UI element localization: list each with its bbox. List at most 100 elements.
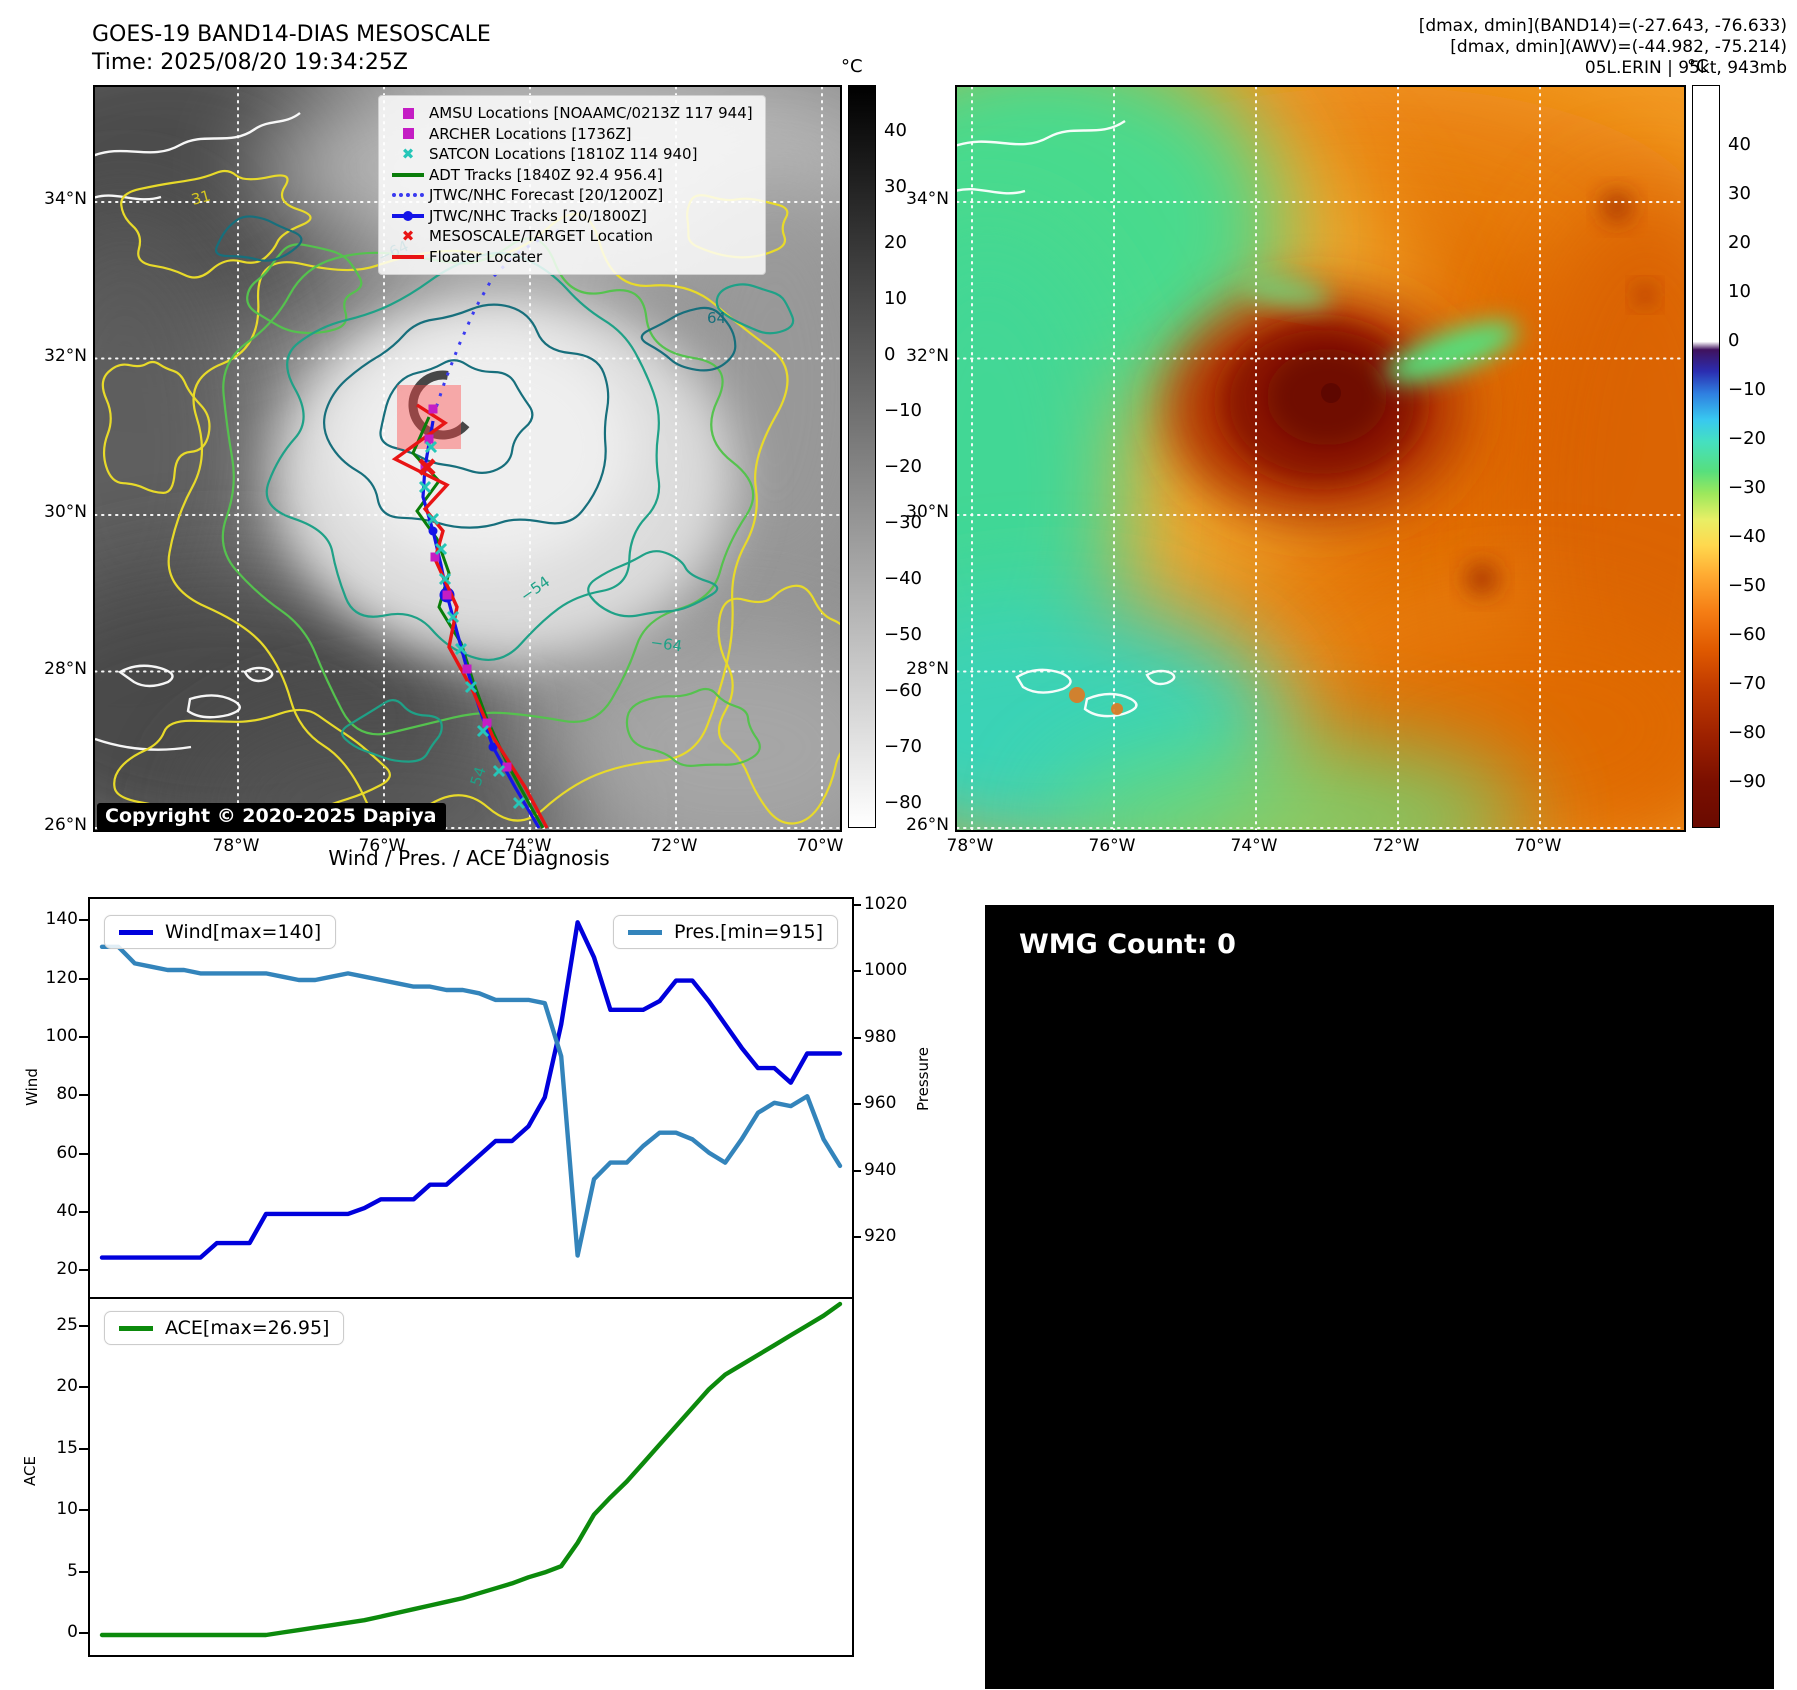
band14-colorbar-tick: 40 [884,120,907,141]
contour-label: 64 [707,309,726,327]
awv-ytick: 28°N [906,658,949,679]
legend-item: ARCHER Locations [1736Z] [387,124,753,145]
awv-colorbar-tick: −40 [1728,526,1766,547]
awv-colorbar-tick: 30 [1728,183,1751,204]
hurricane-eye [1321,383,1341,403]
copyright-badge: Copyright © 2020-2025 Dapiya [97,803,447,830]
wmg-count-badge: WMG Count: 0 [1001,923,1254,966]
contour-label: 31 [189,187,212,209]
legend-marker-dotted [387,193,429,198]
legend-label: ADT Tracks [1840Z 92.4 956.4] [429,165,663,184]
band14-colorbar-tick: −30 [884,512,922,533]
band14-ytick: 28°N [44,658,87,679]
pressure-axis-label: Pressure [914,1046,932,1112]
wind-tickmark [79,1210,88,1213]
satcon-marker [424,440,438,454]
amsu-archer-marker [428,404,438,414]
legend-item: ADT Tracks [1840Z 92.4 956.4] [387,165,753,186]
wind-ytick: 40 [56,1200,78,1221]
series-Wind[max=140] [99,920,843,1260]
awv-xtick: 72°W [1372,836,1420,856]
legend-item: ✖ MESOSCALE/TARGET Location [387,226,753,247]
ace-ytick: 0 [67,1621,78,1642]
wind-ytick: 100 [45,1025,78,1046]
jtwc-fix-dot [488,742,498,752]
band14-colorbar-tick: −10 [884,400,922,421]
header-right: [dmax, dmin](BAND14)=(-27.643, -76.633) … [1419,16,1787,79]
amsu-archer-marker [424,434,434,444]
legend-item: ✖ SATCON Locations [1810Z 114 940] [387,144,753,165]
wind-ytick: 120 [45,967,78,988]
band14-ytick: 34°N [44,189,87,209]
ace-legend-swatch [119,1325,153,1331]
satcon-marker [512,796,526,810]
pressure-ytick: 940 [864,1159,897,1180]
series-ACE[max=26.95] [99,1301,843,1638]
band14-colorbar-tick: 10 [884,288,907,309]
legend-marker-line [387,172,429,177]
awv-colorbar-tick: 10 [1728,281,1751,302]
wind-tickmark [79,1094,88,1097]
band14-colorbar-tick: −20 [884,456,922,477]
legend-label: AMSU Locations [NOAAMC/0213Z 117 944] [429,104,753,122]
wind-legend-label: Wind[max=140] [165,921,322,943]
awv-colorbar-tick: −90 [1728,771,1766,792]
legend-marker-line [387,254,429,259]
wind-ytick: 140 [45,909,78,930]
legend-label: Floater Locater [429,247,543,266]
band14-colorbar-tick: −70 [884,736,922,757]
ace-tickmark [79,1386,88,1389]
legend-label: SATCON Locations [1810Z 114 940] [429,145,698,163]
contour-label: 54 [467,765,490,789]
pressure-tickmark [852,1036,861,1039]
contour-line [120,169,312,279]
awv-map [955,85,1686,832]
band14-colorbar-tick: −60 [884,680,922,701]
ace-chart: ACE[max=26.95] [88,1297,854,1657]
contour-line [715,283,795,335]
pressure-tickmark [852,903,861,906]
storm-id-intensity: 05L.ERIN | 95kt, 943mb [1584,58,1787,78]
band14-colorbar-unit: °C [841,56,863,77]
legend-line-swatch [392,254,424,259]
legend-square-swatch [402,107,414,119]
legend-marker-square [387,107,429,119]
contour-line [246,243,363,335]
series-Pres.[min=915] [99,944,843,1258]
contour-line [717,584,840,825]
wmg-panel: WMG Count: 0 [985,905,1774,1689]
awv-xtick: 74°W [1230,836,1278,856]
satcon-marker [464,680,478,694]
awv-map-canvas [957,87,1684,830]
band14-xtick: 70°W [796,836,844,856]
band14-colorbar-tick: 20 [884,232,907,253]
legend-dotted-swatch [392,193,424,198]
band14-title: GOES-19 BAND14-DIAS MESOSCALE [92,22,491,47]
legend-marker-square [387,128,429,140]
band14-xtick: 76°W [358,836,406,856]
legend-label: JTWC/NHC Forecast [20/1200Z] [429,186,664,204]
awv-ytick: 32°N [906,345,949,366]
legend-line-swatch [392,172,424,177]
wind-ytick: 20 [56,1259,78,1280]
legend-line-dot [403,210,413,221]
contour-line [341,699,443,763]
contour-line [214,215,303,262]
amsu-archer-marker [430,552,440,562]
awv-colorbar-tick: −50 [1728,575,1766,596]
pressure-legend-swatch [628,929,662,935]
band14-xtick: 72°W [650,836,698,856]
legend-marker-line-dot [387,210,429,221]
ace-tickmark [79,1447,88,1450]
contour-line [101,360,211,494]
band14-legend: AMSU Locations [NOAAMC/0213Z 117 944] ARC… [378,95,766,275]
amsu-archer-marker [442,590,452,600]
legend-item: Floater Locater [387,247,753,268]
awv-colorbar-tick: 40 [1728,134,1751,155]
ace-tickmark [79,1570,88,1573]
legend-marker-x: ✖ [387,226,429,247]
band14-time: Time: 2025/08/20 19:34:25Z [92,50,408,75]
legend-x-swatch: ✖ [401,227,415,245]
band14-colorbar-tick: 0 [884,344,896,365]
